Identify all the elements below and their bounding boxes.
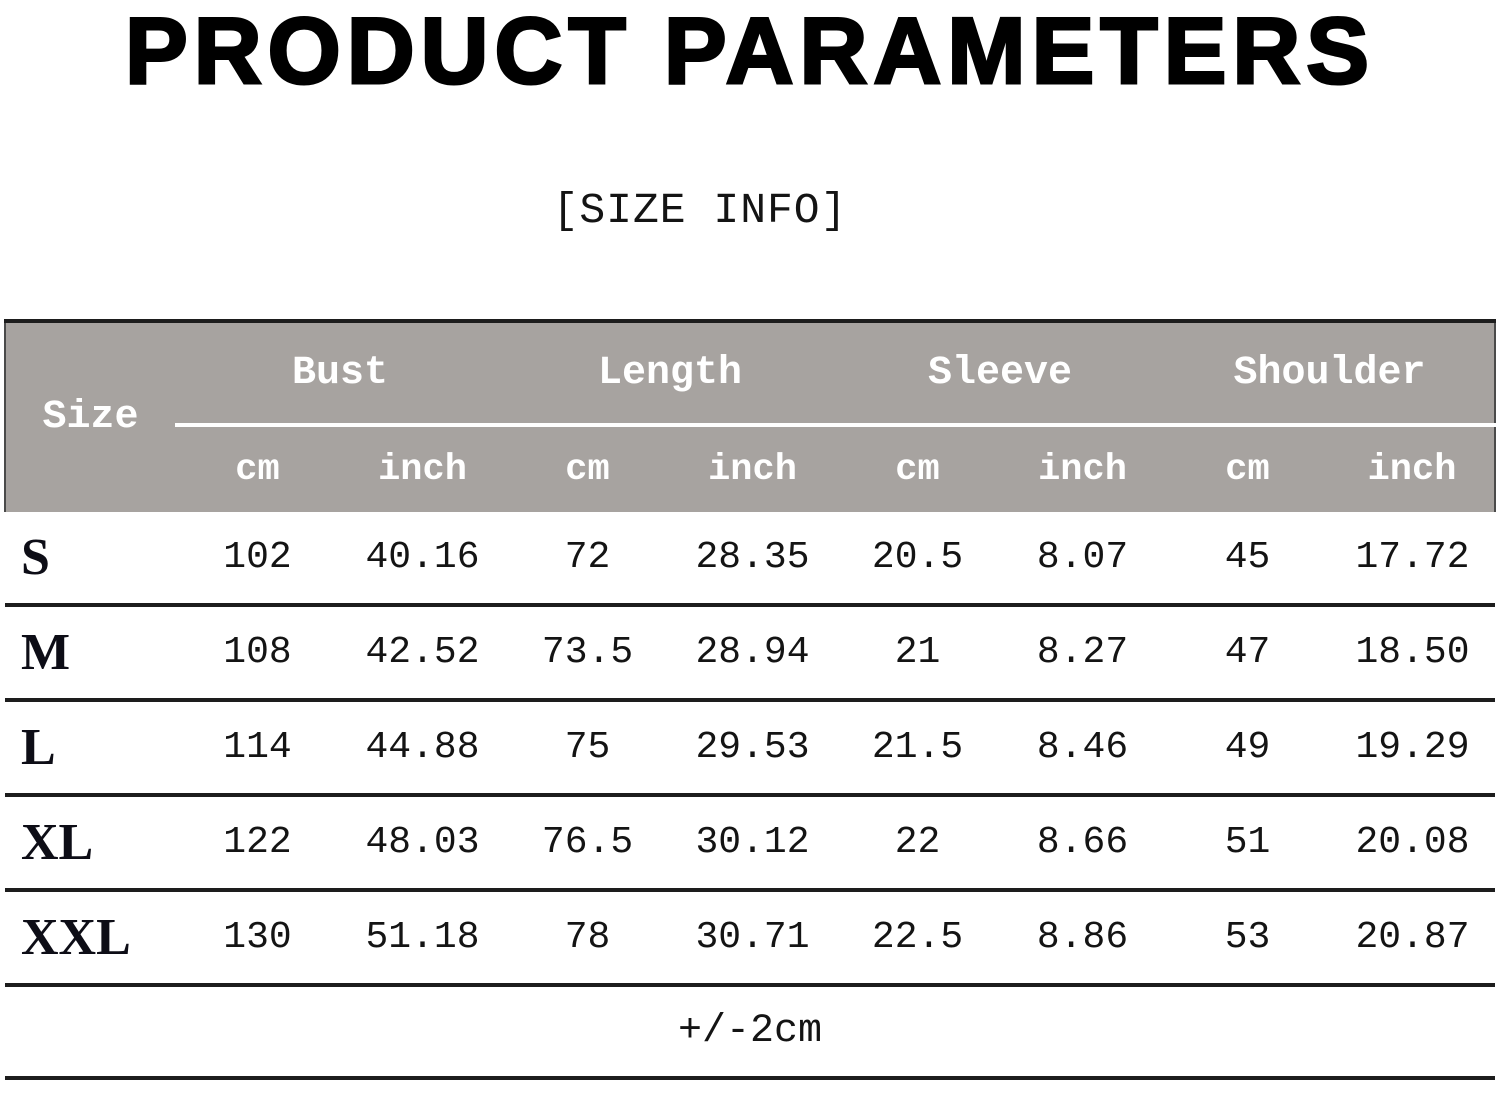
table-row-size-xxl: XXL 130 51.18 78 30.71 22.5 8.86 53 20.8… [5,890,1496,988]
cell-sleeve-inch: 8.66 [1000,795,1166,893]
column-header-sleeve: Sleeve [835,321,1166,428]
cell-shoulder-inch: 19.29 [1330,700,1496,798]
size-label: XXL [5,890,175,988]
cell-shoulder-inch: 18.50 [1330,605,1496,703]
column-header-bust: Bust [175,321,506,428]
cell-bust-inch: 42.52 [340,605,506,703]
cell-sleeve-inch: 8.46 [1000,700,1166,798]
cell-bust-inch: 48.03 [340,795,506,893]
column-header-length: Length [505,321,836,428]
unit-header-shoulder-inch: inch [1330,425,1497,513]
cell-sleeve-inch: 8.86 [1000,890,1166,988]
cell-length-cm: 76.5 [505,795,671,893]
cell-sleeve-cm: 21 [835,605,1001,703]
cell-sleeve-cm: 21.5 [835,700,1001,798]
unit-header-length-inch: inch [670,425,836,513]
cell-sleeve-cm: 20.5 [835,512,1001,608]
cell-shoulder-inch: 20.08 [1330,795,1496,893]
table-row-size-l: L 114 44.88 75 29.53 21.5 8.46 49 19.29 [5,700,1496,798]
cell-length-cm: 72 [505,512,671,608]
cell-sleeve-inch: 8.07 [1000,512,1166,608]
cell-shoulder-cm: 45 [1165,512,1331,608]
cell-shoulder-inch: 20.87 [1330,890,1496,988]
size-info-subtitle: [SIZE INFO] [552,186,848,235]
unit-header-sleeve-inch: inch [1000,425,1166,513]
cell-bust-inch: 51.18 [340,890,506,988]
table-row-size-s: S 102 40.16 72 28.35 20.5 8.07 45 17.72 [5,512,1496,608]
column-header-size: Size [4,321,175,513]
cell-shoulder-cm: 49 [1165,700,1331,798]
column-header-shoulder: Shoulder [1165,321,1497,428]
cell-bust-cm: 102 [175,512,340,608]
size-label: XL [5,795,175,893]
cell-shoulder-inch: 17.72 [1330,512,1496,608]
cell-length-inch: 28.35 [670,512,836,608]
size-label: L [5,700,175,798]
cell-length-inch: 28.94 [670,605,836,703]
cell-bust-cm: 130 [175,890,340,988]
table-row-size-m: M 108 42.52 73.5 28.94 21 8.27 47 18.50 [5,605,1496,703]
cell-bust-cm: 122 [175,795,340,893]
cell-sleeve-inch: 8.27 [1000,605,1166,703]
cell-sleeve-cm: 22.5 [835,890,1001,988]
cell-shoulder-cm: 51 [1165,795,1331,893]
size-label: M [5,605,175,703]
cell-bust-inch: 40.16 [340,512,506,608]
unit-header-length-cm: cm [505,425,671,513]
size-label: S [5,512,175,608]
size-chart-table: Size Bust Length Sleeve Shoulder cm inch… [4,319,1497,1081]
cell-shoulder-cm: 53 [1165,890,1331,988]
size-chart-header: Size Bust Length Sleeve Shoulder cm inch… [4,321,1497,513]
tolerance-note-row: +/-2cm [5,985,1496,1081]
cell-shoulder-cm: 47 [1165,605,1331,703]
cell-length-inch: 30.71 [670,890,836,988]
cell-bust-cm: 108 [175,605,340,703]
unit-header-shoulder-cm: cm [1165,425,1331,513]
table-row-size-xl: XL 122 48.03 76.5 30.12 22 8.66 51 20.08 [5,795,1496,893]
cell-bust-inch: 44.88 [340,700,506,798]
group-header-row: Size Bust Length Sleeve Shoulder [4,321,1497,513]
cell-length-cm: 75 [505,700,671,798]
cell-length-cm: 73.5 [505,605,671,703]
cell-length-inch: 30.12 [670,795,836,893]
unit-header-bust-cm: cm [175,425,340,513]
tolerance-note: +/-2cm [5,985,1496,1081]
page-title: PRODUCT PARAMETERS [124,0,1375,103]
cell-bust-cm: 114 [175,700,340,798]
cell-length-inch: 29.53 [670,700,836,798]
unit-header-row: cm inch cm inch cm inch cm inch [5,425,1497,513]
unit-header-bust-inch: inch [340,425,506,513]
cell-sleeve-cm: 22 [835,795,1001,893]
cell-length-cm: 78 [505,890,671,988]
unit-header-sleeve-cm: cm [835,425,1001,513]
